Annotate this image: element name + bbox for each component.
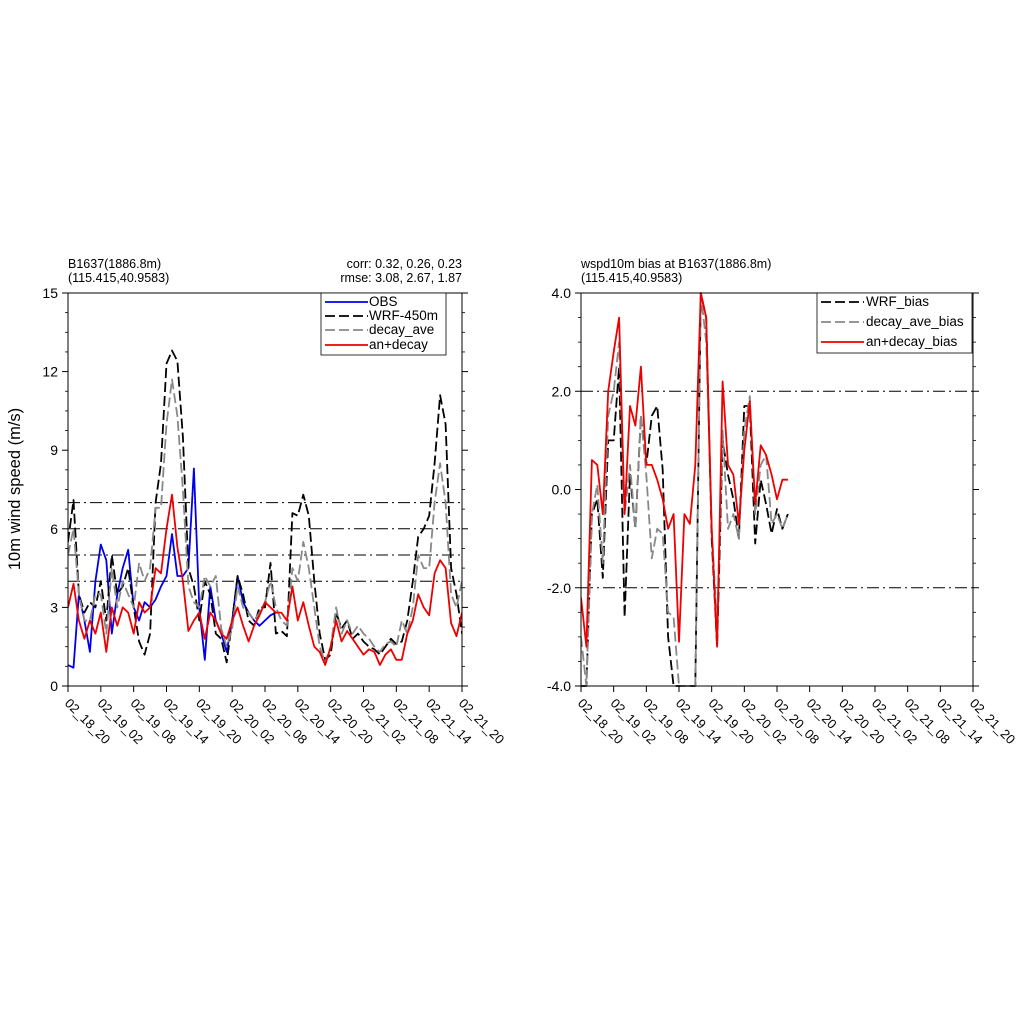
right-y-tick-label: -4.0 (547, 678, 571, 694)
left-series-group (68, 349, 462, 669)
legend-andecay-bias-label: an+decay_bias (866, 334, 957, 349)
right-legend: WRF_bias decay_ave_bias an+decay_bias (816, 292, 973, 354)
right-y-tick-label: 0.0 (552, 482, 572, 498)
right-y-tick-label: 2.0 (552, 383, 572, 399)
left-legend: OBS WRF-450m decay_ave an+decay (320, 292, 447, 356)
left-y-tick-label: 9 (50, 442, 58, 458)
left-y-tick-label: 0 (50, 678, 58, 694)
legend-obs-label: OBS (369, 294, 398, 309)
left-stats-line1: corr: 0.32, 0.26, 0.23 (347, 257, 462, 271)
left-y-tick-label: 3 (50, 599, 58, 615)
right-title-line1: wspd10m bias at B1637(1886.8m) (580, 257, 771, 271)
left-y-tick-label: 15 (42, 285, 58, 301)
legend-decay-label: decay_ave (369, 322, 434, 337)
legend-wrf-label: WRF-450m (369, 308, 438, 323)
legend-wrf-bias-label: WRF_bias (866, 294, 929, 309)
left-series-wrf-450m-line (68, 349, 462, 664)
right-chart-panel: wspd10m bias at B1637(1886.8m) (115.415,… (547, 257, 1019, 747)
left-y-axis-label: 10m wind speed (m/s) (6, 408, 24, 570)
left-chart-panel: B1637(1886.8m) (115.415,40.9583) corr: 0… (6, 257, 507, 747)
left-series-an-decay-line (68, 493, 462, 666)
right-y-tick-label: 4.0 (552, 285, 572, 301)
left-stats-line2: rmse: 3.08, 2.67, 1.87 (340, 271, 462, 285)
left-y-tick-label: 6 (50, 521, 58, 537)
right-series-an-decay-bias-line (581, 292, 788, 648)
right-series-group (581, 292, 789, 687)
right-legend-box (816, 292, 973, 354)
left-title-line2: (115.415,40.9583) (68, 271, 169, 285)
legend-decay-bias-label: decay_ave_bias (866, 314, 964, 329)
left-title-line1: B1637(1886.8m) (68, 257, 161, 271)
legend-andecay-label: an+decay (369, 337, 428, 352)
right-y-tick-label: -2.0 (547, 580, 571, 596)
right-title-line2: (115.415,40.9583) (581, 271, 682, 285)
left-reference-lines (68, 502, 462, 582)
left-y-tick-label: 12 (42, 364, 58, 380)
left-series-obs-line (68, 467, 277, 669)
